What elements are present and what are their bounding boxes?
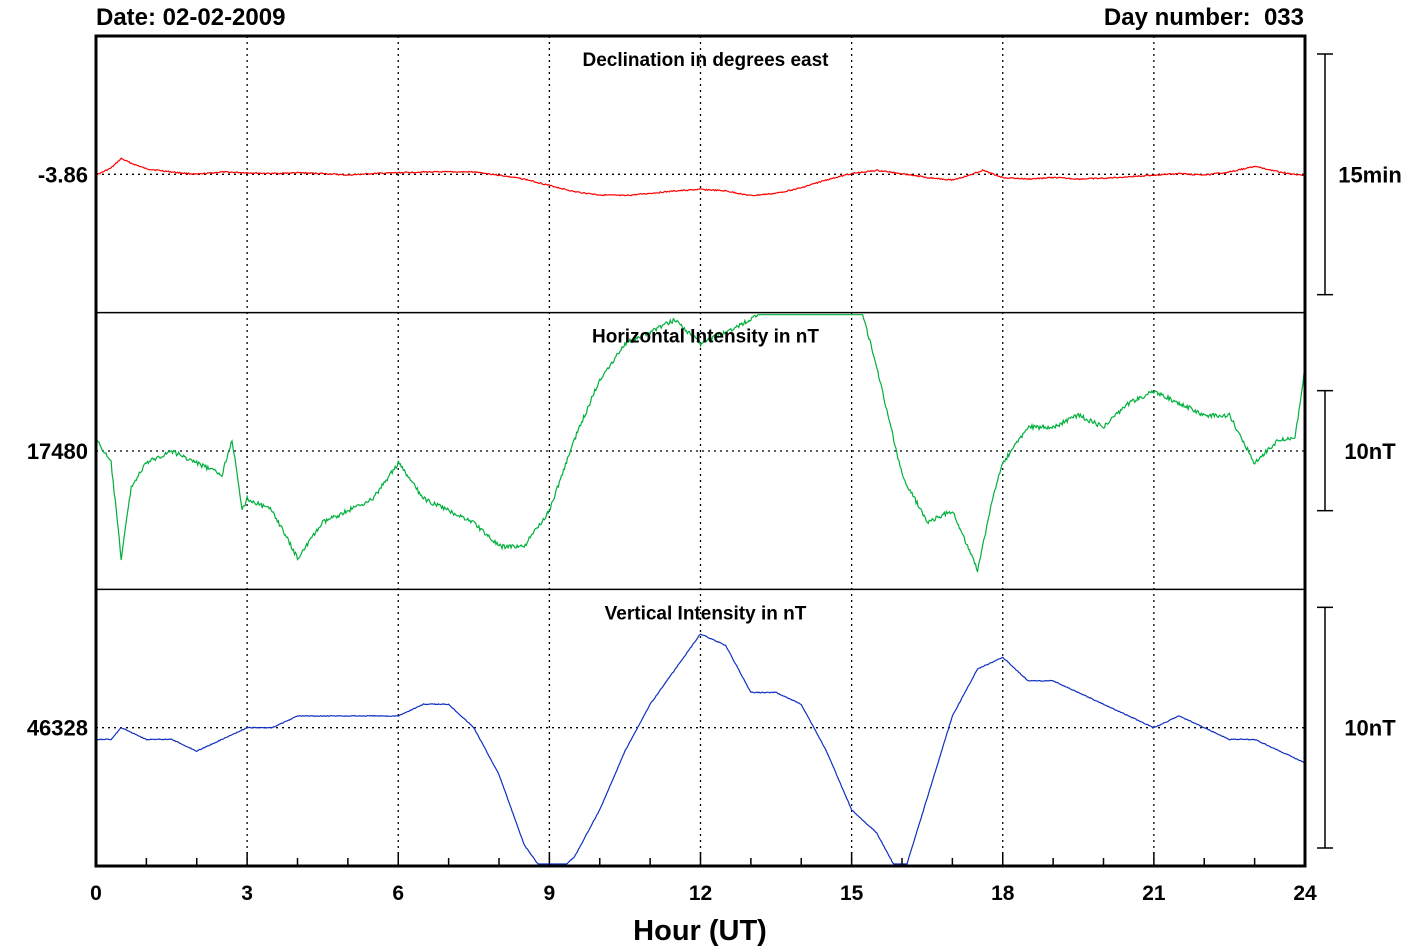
x-tick-label: 6	[392, 882, 404, 905]
x-tick-label: 18	[991, 882, 1015, 905]
panel-title: Horizontal Intensity in nT	[592, 327, 819, 348]
scale-label: 10nT	[1344, 439, 1396, 464]
panel-title: Vertical Intensity in nT	[605, 603, 807, 624]
scale-label: 15min	[1338, 162, 1402, 187]
series-line	[95, 314, 1306, 574]
series-line	[95, 633, 1306, 865]
x-tick-label: 12	[689, 882, 712, 905]
x-tick-label: 3	[241, 882, 253, 905]
x-tick-label: 24	[1293, 882, 1317, 905]
x-axis-label: Hour (UT)	[633, 915, 767, 946]
baseline-value-label: 46328	[27, 716, 88, 741]
baseline-value-label: -3.86	[38, 162, 88, 187]
panel-title: Declination in degrees east	[582, 50, 829, 71]
series-line	[95, 157, 1306, 197]
baseline-value-label: 17480	[27, 439, 88, 464]
scale-label: 10nT	[1344, 716, 1396, 741]
x-tick-label: 21	[1142, 882, 1166, 905]
day-number-label: Day number: 033	[1103, 4, 1304, 31]
x-tick-label: 0	[90, 882, 102, 905]
x-tick-label: 9	[544, 882, 556, 905]
date-label: Date: 02-02-2009	[96, 4, 286, 31]
x-tick-label: 15	[840, 882, 864, 905]
